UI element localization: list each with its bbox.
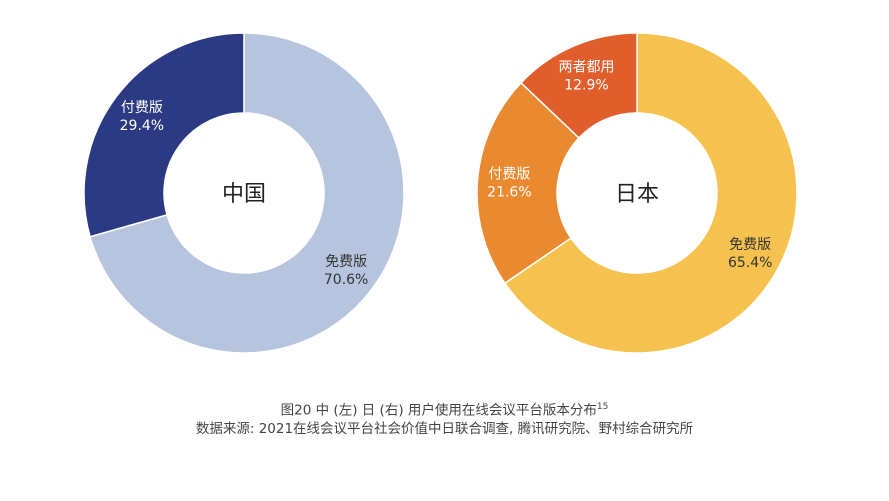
slice-china-1: [83, 32, 245, 238]
slice-china-0: [89, 32, 405, 354]
figure-caption-source: 数据来源: 2021在线会议平台社会价值中日联合调查, 腾讯研究院、野村综合研究…: [195, 421, 694, 437]
figure-caption-title: 图20 中 (左) 日 (右) 用户使用在线会议平台版本分布15: [0, 397, 889, 421]
caption-footnote-ref: 15: [596, 402, 609, 412]
slice-label-japan-2: 两者都用: [558, 59, 614, 75]
slice-japan-1: [476, 81, 581, 285]
caption-title-text: 图20 中 (左) 日 (右) 用户使用在线会议平台版本分布: [280, 402, 597, 419]
center-label-japan: 日本: [615, 182, 659, 207]
slice-label-china-0: 免费版: [325, 254, 367, 270]
slice-label-japan-1: 付费版: [488, 167, 530, 183]
slice-value-japan-2: 12.9%: [564, 77, 608, 93]
slice-japan-2: [519, 32, 638, 139]
center-label-china: 中国: [222, 182, 266, 207]
slice-value-japan-0: 65.4%: [728, 255, 772, 271]
slice-japan-0: [503, 32, 798, 354]
slice-value-china-1: 29.4%: [120, 118, 164, 134]
slice-label-japan-0: 免费版: [729, 237, 771, 253]
slice-label-china-1: 付费版: [121, 100, 163, 116]
slice-value-china-0: 70.6%: [324, 272, 368, 288]
donut-chart-china: 免费版 70.6% 付费版 29.4% 中国: [83, 32, 405, 354]
slice-value-japan-1: 21.6%: [487, 185, 531, 201]
donut-chart-japan: 免费版 65.4% 付费版 21.6% 两者都用 12.9% 日本: [476, 32, 798, 354]
